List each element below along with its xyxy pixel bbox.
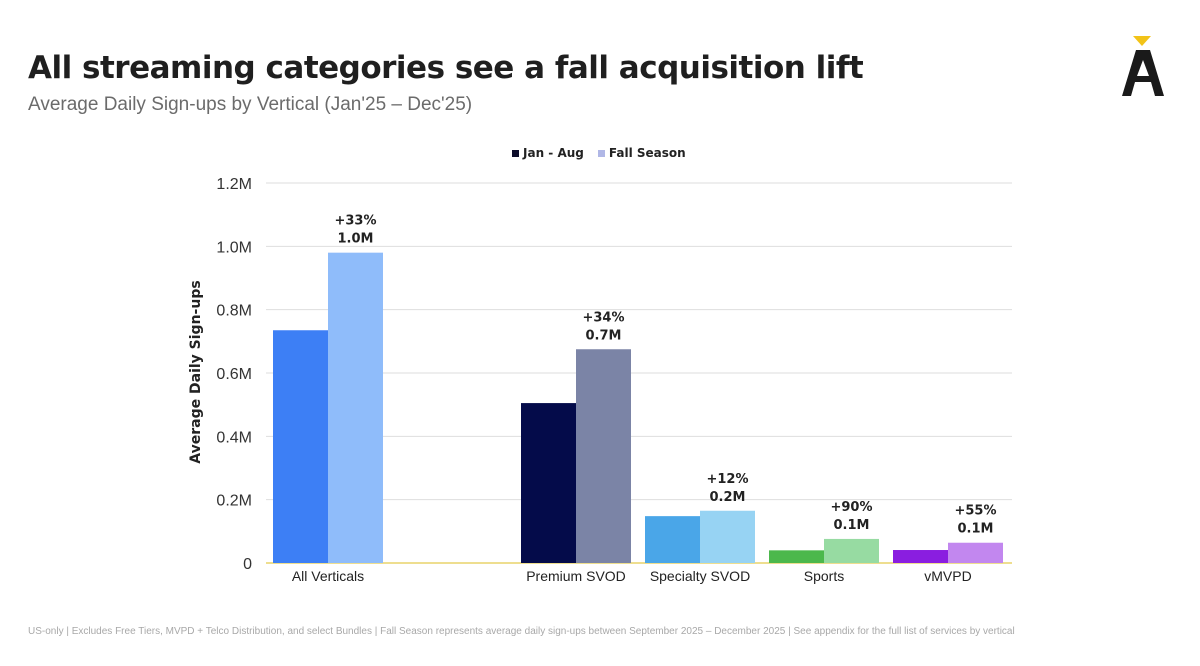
legend-label-jan-aug: Jan - Aug xyxy=(523,146,584,160)
bar-chart: 0 0.2M 0.4M 0.6M 0.8M 1.0M 1.2M All Verticals +3… xyxy=(216,176,1012,584)
bar-vmvpd-jan-aug xyxy=(893,550,948,563)
bar-premium-svod-jan-aug xyxy=(521,403,576,563)
y-tick-label-4: 0.8M xyxy=(216,303,252,320)
logo-letter-a-counter xyxy=(1137,60,1149,76)
legend-label-fall-season: Fall Season xyxy=(608,146,686,160)
data-label-pct-specialty-svod: +12% xyxy=(706,472,748,487)
y-tick-label-3: 0.6M xyxy=(216,366,252,383)
data-label-pct-vmvpd: +55% xyxy=(954,504,996,519)
data-label-value-vmvpd: 0.1M xyxy=(958,522,994,537)
y-tick-label-2: 0.4M xyxy=(216,429,252,446)
y-tick-label-6: 1.2M xyxy=(216,176,252,193)
chart-legend: Jan - Aug Fall Season xyxy=(512,146,686,160)
x-category-label-sports: Sports xyxy=(804,568,844,584)
y-tick-label-0: 0 xyxy=(243,556,252,573)
bar-all-verticals-fall-season xyxy=(328,252,383,563)
legend-item-fall-season: Fall Season xyxy=(597,146,686,160)
bar-specialty-svod-jan-aug xyxy=(645,516,700,563)
x-category-label-specialty-svod: Specialty SVOD xyxy=(650,568,750,584)
bar-all-verticals-jan-aug xyxy=(273,330,328,563)
logo-accent-triangle xyxy=(1133,36,1151,46)
x-category-label-vmvpd: vMVPD xyxy=(924,568,971,584)
bar-vmvpd-fall-season xyxy=(948,542,1003,563)
data-label-value-all-verticals: 1.0M xyxy=(338,232,374,247)
legend-swatch-fall-season xyxy=(597,149,605,157)
data-label-value-sports: 0.1M xyxy=(834,518,870,533)
data-label-pct-premium-svod: +34% xyxy=(582,310,624,325)
legend-item-jan-aug: Jan - Aug xyxy=(512,146,584,160)
footnote: US-only | Excludes Free Tiers, MVPD + Te… xyxy=(28,626,1015,637)
bar-sports-jan-aug xyxy=(769,550,824,563)
chart-subtitle: Average Daily Sign-ups by Vertical (Jan'… xyxy=(28,94,473,115)
y-tick-label-5: 1.0M xyxy=(216,239,252,256)
x-category-label-premium-svod: Premium SVOD xyxy=(526,568,626,584)
brand-logo-icon xyxy=(1122,36,1164,96)
brand-logo xyxy=(1120,36,1166,98)
bar-sports-fall-season xyxy=(824,538,879,563)
y-tick-label-1: 0.2M xyxy=(216,493,252,510)
bar-specialty-svod-fall-season xyxy=(700,510,755,563)
data-label-value-specialty-svod: 0.2M xyxy=(710,490,746,505)
x-category-label-all-verticals: All Verticals xyxy=(292,568,364,584)
legend-swatch-jan-aug xyxy=(512,149,519,157)
chart-title: All streaming categories see a fall acqu… xyxy=(28,50,864,86)
data-label-pct-all-verticals: +33% xyxy=(334,214,376,229)
data-label-value-premium-svod: 0.7M xyxy=(586,328,622,343)
bar-premium-svod-fall-season xyxy=(576,349,631,563)
data-label-pct-sports: +90% xyxy=(830,500,872,515)
